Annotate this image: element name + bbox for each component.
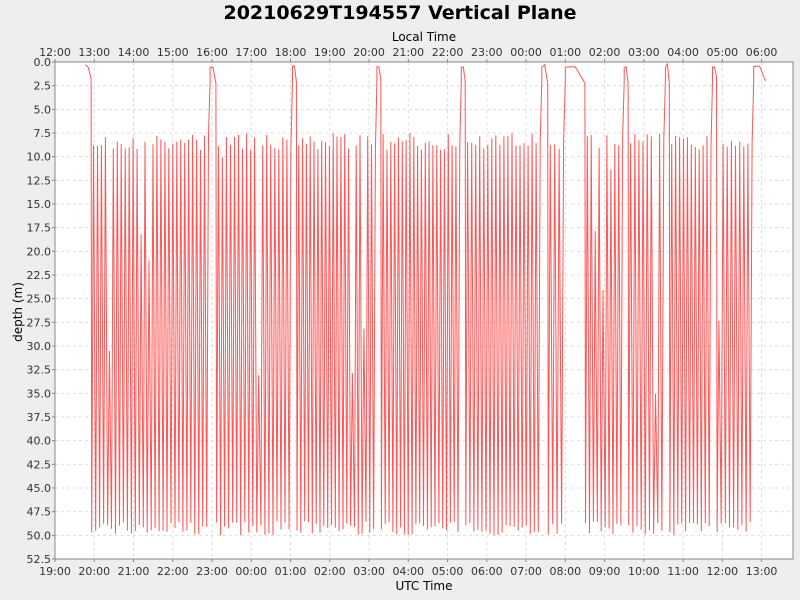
y-tick-label: 25.0 [27,293,52,306]
y-tick-label: 37.5 [27,411,52,424]
x2-tick-label: 06:00 [746,46,778,59]
y-tick-label: 20.0 [27,245,52,258]
x-tick-label: 11:00 [667,565,699,578]
y-tick-label: 27.5 [27,316,52,329]
x2-tick-label: 12:00 [39,46,71,59]
plot-border [54,61,794,560]
x-tick-label: 07:00 [510,565,542,578]
x2-tick-label: 21:00 [392,46,424,59]
y-tick-label: 32.5 [27,364,52,377]
x2-tick-label: 19:00 [314,46,346,59]
y-tick-label: 47.5 [27,506,52,519]
x-tick-label: 00:00 [235,565,267,578]
series-line-depth [84,62,766,536]
x2-tick-label: 22:00 [432,46,464,59]
y-axis-title: depth (m) [11,282,25,342]
x-tick-label: 13:00 [746,565,778,578]
y-tick-label: 22.5 [27,269,52,282]
x-tick-label: 02:00 [314,565,346,578]
x-axis-title: UTC Time [396,579,453,593]
x-tick-label: 06:00 [471,565,503,578]
x-axis-local: 12:00 13:00 14:00 15:00 16:00 17:00 18:00 19:00… [39,46,777,62]
x2-tick-label: 14:00 [118,46,150,59]
x2-tick-label: 18:00 [275,46,307,59]
y-tick-label: 12.5 [27,174,52,187]
x-tick-label: 05:00 [432,565,464,578]
x2-tick-label: 04:00 [667,46,699,59]
x-tick-label: 23:00 [196,565,228,578]
x2-tick-label: 02:00 [589,46,621,59]
y-tick-label: 50.0 [27,529,52,542]
x2-tick-label: 23:00 [471,46,503,59]
x2-tick-label: 16:00 [196,46,228,59]
y-tick-label: 0.0 [34,56,52,69]
y-tick-label: 10.0 [27,151,52,164]
x2-tick-label: 15:00 [157,46,189,59]
y-tick-label: 15.0 [27,198,52,211]
x-tick-label: 08:00 [549,565,581,578]
y-tick-label: 2.5 [34,80,52,93]
y-tick-label: 17.5 [27,222,52,235]
x2-axis-title: Local Time [392,30,456,44]
x2-tick-label: 13:00 [78,46,110,59]
x-axis-utc: 19:00 20:00 21:00 22:00 23:00 00:00 01:00 02:00… [39,559,777,578]
x2-tick-label: 05:00 [706,46,738,59]
x-tick-label: 04:00 [392,565,424,578]
y-tick-label: 52.5 [27,553,52,566]
x-tick-label: 03:00 [353,565,385,578]
x-tick-label: 20:00 [78,565,110,578]
x2-tick-label: 17:00 [235,46,267,59]
y-tick-label: 35.0 [27,387,52,400]
x-tick-label: 12:00 [706,565,738,578]
x2-tick-label: 20:00 [353,46,385,59]
x-tick-label: 19:00 [39,565,71,578]
y-tick-label: 42.5 [27,458,52,471]
x-tick-label: 10:00 [628,565,660,578]
y-tick-label: 40.0 [27,435,52,448]
x-tick-label: 21:00 [118,565,150,578]
x-tick-label: 01:00 [275,565,307,578]
chart-title: 20210629T194557 Vertical Plane [223,2,576,24]
y-axis: 0.0 2.5 5.0 7.5 10.0 12.5 15.0 17.5 20.0 22.5 25.0… [27,56,55,566]
x2-tick-label: 00:00 [510,46,542,59]
y-tick-label: 7.5 [34,127,52,140]
x2-tick-label: 01:00 [549,46,581,59]
y-tick-label: 30.0 [27,340,52,353]
series-depth [84,62,766,536]
x-tick-label: 09:00 [589,565,621,578]
y-tick-label: 45.0 [27,482,52,495]
y-tick-label: 5.0 [34,103,52,116]
x2-tick-label: 03:00 [628,46,660,59]
x-tick-label: 22:00 [157,565,189,578]
